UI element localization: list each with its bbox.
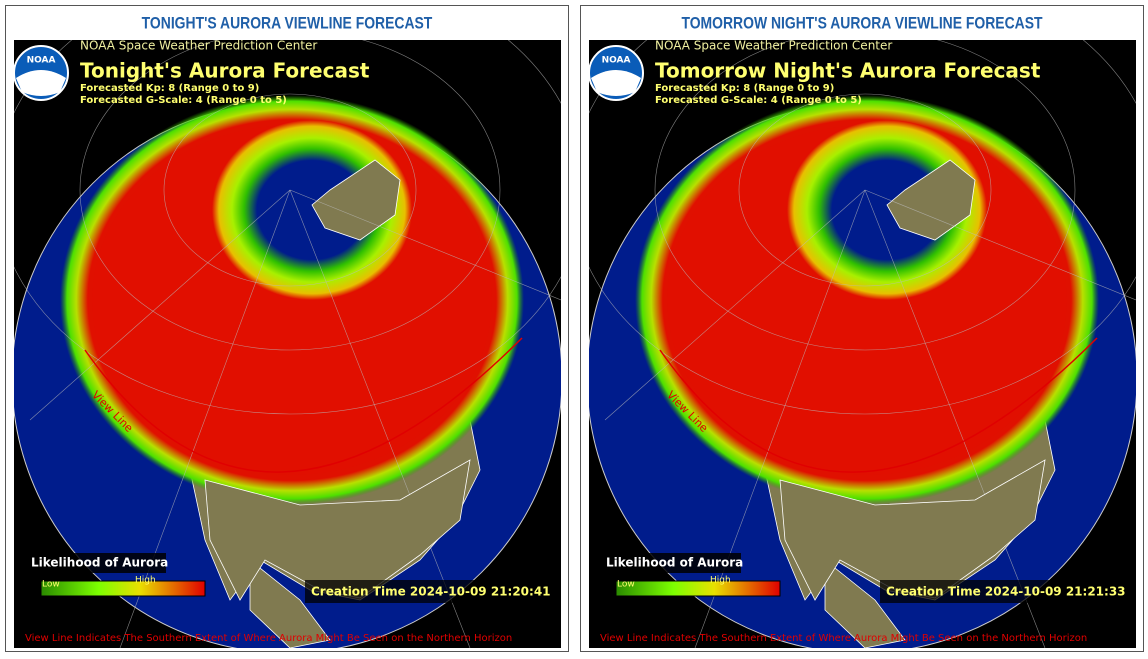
creation-bg	[880, 580, 1116, 603]
forecast-panel: TOMORROW NIGHT'S AURORA VIEWLINE FORECAS…	[580, 5, 1144, 652]
creation-time: Creation Time 2024-10-09 21:20:41	[311, 585, 551, 599]
legend-high: High	[710, 576, 731, 586]
creation-bg	[305, 580, 541, 603]
noaa-logo-text: NOAA	[602, 56, 631, 66]
forecast-panel: TONIGHT'S AURORA VIEWLINE FORECAST View L…	[5, 5, 569, 652]
noaa-logo-wave	[591, 70, 641, 96]
meridian	[289, 189, 471, 648]
land-us	[204, 459, 471, 601]
meridian	[289, 189, 561, 301]
panel-heading: TOMORROW NIGHT'S AURORA VIEWLINE FORECAS…	[681, 14, 1042, 33]
legend-title: Likelihood of Aurora	[606, 556, 743, 570]
footnote: View Line Indicates The Southern Extent …	[25, 633, 512, 644]
footnote: View Line Indicates The Southern Extent …	[600, 633, 1087, 644]
noaa-logo-wave	[16, 70, 66, 96]
graticule	[79, 40, 501, 351]
panel-heading: TONIGHT'S AURORA VIEWLINE FORECAST	[142, 14, 433, 33]
land-mexico	[249, 559, 331, 648]
meridian	[29, 189, 291, 421]
graticule	[589, 40, 1136, 415]
view-line	[659, 337, 1098, 473]
graticule	[163, 93, 417, 287]
source: NOAA Space Weather Prediction Center	[655, 39, 892, 53]
legend-low: Low	[42, 580, 60, 590]
land-mexico	[824, 559, 906, 648]
aurora-hole	[787, 120, 987, 300]
legend-title: Likelihood of Aurora	[31, 556, 168, 570]
graticule	[654, 40, 1076, 351]
legend-low: Low	[617, 580, 635, 590]
aurora-hole	[212, 120, 412, 300]
meridian	[864, 189, 1136, 301]
forecast-title: Tonight's Aurora Forecast	[80, 59, 370, 83]
kp: Forecasted Kp: 8 (Range 0 to 9)	[80, 83, 259, 94]
legend-bar	[615, 580, 781, 597]
land-us	[779, 459, 1046, 601]
graticule	[14, 40, 561, 415]
legend-bg	[601, 553, 741, 573]
forecast-title: Tomorrow Night's Aurora Forecast	[655, 59, 1041, 83]
land-greenland-top	[886, 159, 976, 241]
meridian	[864, 189, 1046, 648]
view-line	[84, 337, 523, 473]
g-scale: Forecasted G-Scale: 4 (Range 0 to 5)	[655, 95, 862, 106]
source: NOAA Space Weather Prediction Center	[80, 39, 317, 53]
noaa-logo-text: NOAA	[27, 56, 56, 66]
kp: Forecasted Kp: 8 (Range 0 to 9)	[655, 83, 834, 94]
legend-bar	[40, 580, 206, 597]
legend-bg	[26, 553, 166, 573]
graticule	[738, 93, 992, 287]
meridian	[604, 189, 866, 421]
creation-time: Creation Time 2024-10-09 21:21:33	[886, 585, 1126, 599]
g-scale: Forecasted G-Scale: 4 (Range 0 to 5)	[80, 95, 287, 106]
land-greenland-top	[311, 159, 401, 241]
legend-high: High	[135, 576, 156, 586]
